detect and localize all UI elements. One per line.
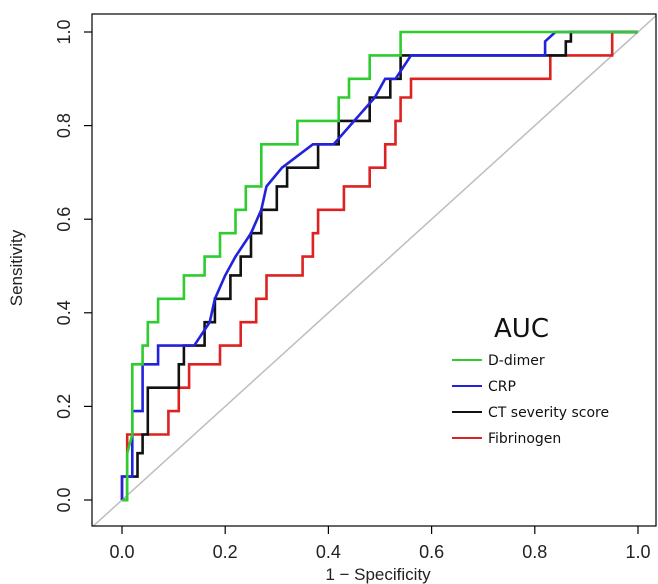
legend-label: CT severity score [488,405,609,421]
legend: AUC D-dimer CRP CT severity score Fibrinoge… [452,314,609,447]
y-tick-label: 1.0 [54,19,74,44]
x-tick-label: 0.0 [109,542,134,562]
legend-title: AUC [494,314,549,344]
x-tick-label: 0.8 [522,542,547,562]
y-axis-title: Sensitivity [7,229,26,306]
legend-label: CRP [488,379,516,395]
series-line-ct-severity-score [122,30,638,502]
plot-layer [92,14,656,526]
legend-label: D-dimer [488,353,545,369]
y-tick-label: 0.4 [54,300,74,325]
x-tick-label: 0.2 [213,542,238,562]
y-tick-label: 0.2 [54,394,74,419]
y-tick-label: 0.6 [54,207,74,232]
axes-layer: 0.0 0.2 0.4 0.6 0.8 1.0 0.0 0.2 0.4 0.6 0.8 1.0 [54,13,657,562]
y-tick-label: 0.0 [54,487,74,512]
plot-frame [91,13,657,527]
x-tick-label: 1.0 [625,542,650,562]
series-line-crp [120,30,638,500]
series-line-d-dimer [122,30,638,502]
x-tick-label: 0.6 [419,542,444,562]
y-tick-label: 0.8 [54,113,74,138]
legend-label: Fibrinogen [488,431,561,447]
x-axis-title: 1 − Specificity [325,565,431,584]
x-tick-label: 0.4 [316,542,341,562]
reference-diagonal-line [92,14,656,526]
